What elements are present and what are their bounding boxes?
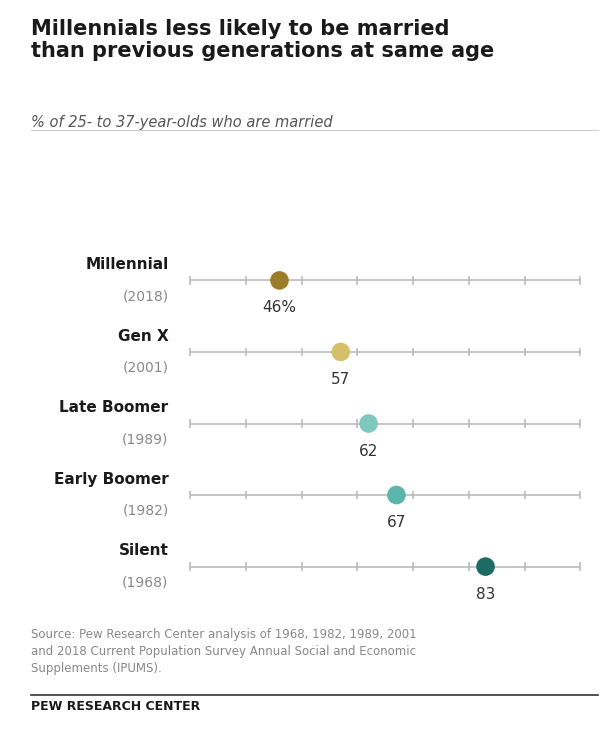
Text: 67: 67: [387, 515, 406, 530]
Text: (1968): (1968): [122, 575, 169, 589]
Point: [363, 418, 373, 429]
Point: [336, 346, 346, 358]
Text: Millennial: Millennial: [85, 257, 169, 272]
Text: (1989): (1989): [122, 432, 169, 447]
Text: 46%: 46%: [262, 300, 296, 316]
Text: (2018): (2018): [123, 289, 169, 303]
Point: [480, 561, 490, 573]
Text: 62: 62: [359, 444, 378, 458]
Point: [392, 489, 402, 501]
Text: Silent: Silent: [119, 543, 169, 559]
Text: 83: 83: [476, 587, 495, 602]
Text: % of 25- to 37-year-olds who are married: % of 25- to 37-year-olds who are married: [31, 115, 333, 130]
Text: Early Boomer: Early Boomer: [54, 472, 169, 487]
Point: [275, 274, 285, 286]
Text: PEW RESEARCH CENTER: PEW RESEARCH CENTER: [31, 700, 200, 713]
Text: 57: 57: [331, 372, 351, 387]
Text: (1982): (1982): [123, 504, 169, 518]
Text: Late Boomer: Late Boomer: [59, 400, 169, 415]
Text: (2001): (2001): [123, 360, 169, 374]
Text: Millennials less likely to be married
than previous generations at same age: Millennials less likely to be married th…: [31, 19, 494, 61]
Text: Gen X: Gen X: [118, 328, 169, 344]
Text: Source: Pew Research Center analysis of 1968, 1982, 1989, 2001
and 2018 Current : Source: Pew Research Center analysis of …: [31, 628, 416, 675]
